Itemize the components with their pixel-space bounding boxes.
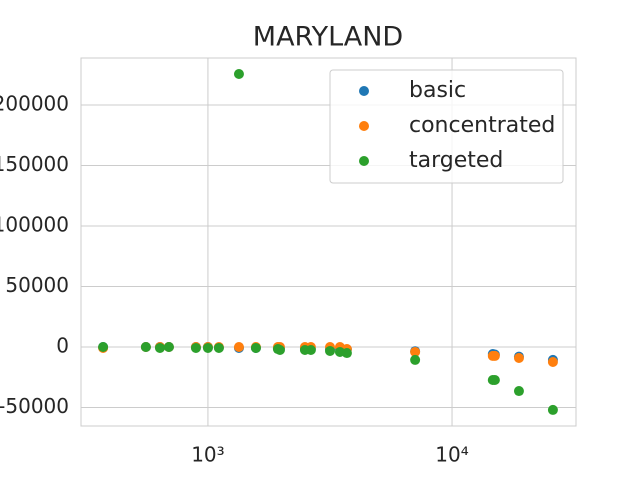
legend-label: targeted — [409, 148, 503, 173]
y-tick-label: 200000 — [0, 91, 69, 115]
point — [547, 356, 558, 367]
point — [410, 346, 421, 357]
y-tick-label: -50000 — [0, 394, 69, 418]
point — [140, 341, 151, 352]
y-tick-label: 0 — [56, 333, 69, 357]
point — [410, 354, 421, 365]
point — [202, 342, 213, 353]
chart-title: MARYLAND — [253, 22, 403, 53]
x-tick-label: 10⁴ — [435, 443, 468, 467]
y-tick-label: 100000 — [0, 212, 69, 236]
point — [489, 350, 500, 361]
point — [250, 342, 261, 353]
legend-marker — [359, 121, 369, 131]
plot-frame — [80, 57, 577, 427]
point — [274, 345, 285, 356]
point — [325, 345, 336, 356]
point — [154, 342, 165, 353]
y-tick-label: 50000 — [5, 273, 69, 297]
point — [233, 341, 244, 352]
point — [213, 342, 224, 353]
legend: basic concentrated targeted — [329, 69, 564, 184]
legend-label: concentrated — [409, 113, 555, 138]
legend-marker — [359, 156, 369, 166]
point — [190, 342, 201, 353]
point — [513, 386, 524, 397]
y-tick-label: 150000 — [0, 152, 69, 176]
x-tick-label: 10³ — [191, 443, 224, 467]
point — [233, 68, 244, 79]
point — [489, 375, 500, 386]
point — [513, 352, 524, 363]
point — [547, 404, 558, 415]
legend-frame — [329, 69, 564, 184]
point — [98, 341, 109, 352]
legend-label: basic — [409, 78, 466, 103]
point — [305, 345, 316, 356]
point — [163, 341, 174, 352]
point — [341, 348, 352, 359]
legend-marker — [359, 86, 369, 96]
